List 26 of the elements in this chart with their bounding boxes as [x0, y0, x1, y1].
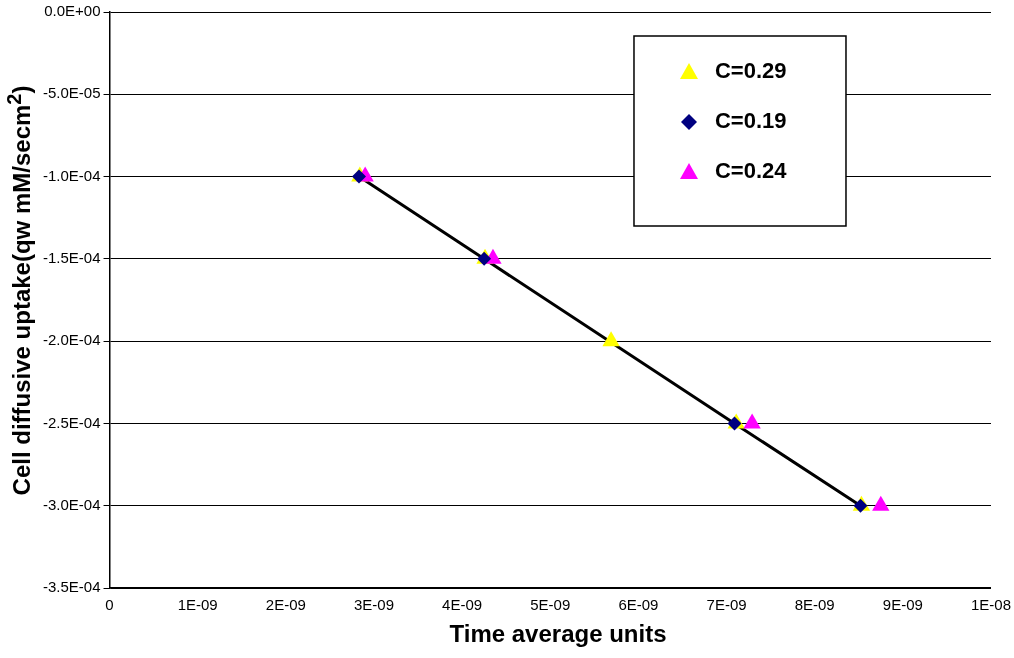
- x-tick-label: 1E-09: [177, 596, 218, 614]
- legend-label: C=0.24: [714, 158, 788, 184]
- x-tick-label: 2E-09: [265, 596, 306, 614]
- x-axis-title: Time average units: [448, 620, 668, 648]
- legend-label: C=0.19: [714, 108, 787, 134]
- x-tick-label: 3E-09: [353, 596, 394, 614]
- x-tick-label: 6E-09: [618, 596, 659, 614]
- point: [872, 495, 890, 511]
- y-tick-label: -1.5E-04: [42, 249, 101, 266]
- y-tick-label: -2.5E-04: [42, 413, 101, 431]
- x-tick-label: 7E-09: [706, 596, 747, 614]
- point: [743, 413, 761, 429]
- y-tick-label: -5.0E-05: [42, 84, 101, 102]
- x-tick-label: 8E-09: [794, 596, 835, 614]
- x-tick-label: 4E-09: [442, 596, 483, 614]
- point: [602, 331, 620, 347]
- y-tick-label: -1.0E-04: [42, 166, 101, 184]
- y-tick-label: 0.0E+00: [44, 2, 101, 20]
- y-tick-label: -2.0E-04: [42, 331, 101, 349]
- x-tick-label: 1E-08: [970, 596, 1011, 614]
- y-tick-label: -3.0E-04: [42, 495, 101, 513]
- y-tick-label: -3.5E-04: [42, 578, 101, 596]
- x-tick-label: 9E-09: [882, 596, 923, 614]
- x-tick-label: 5E-09: [530, 596, 571, 614]
- x-tick-label: 0: [105, 596, 114, 614]
- legend-label: C=0.29: [714, 58, 787, 84]
